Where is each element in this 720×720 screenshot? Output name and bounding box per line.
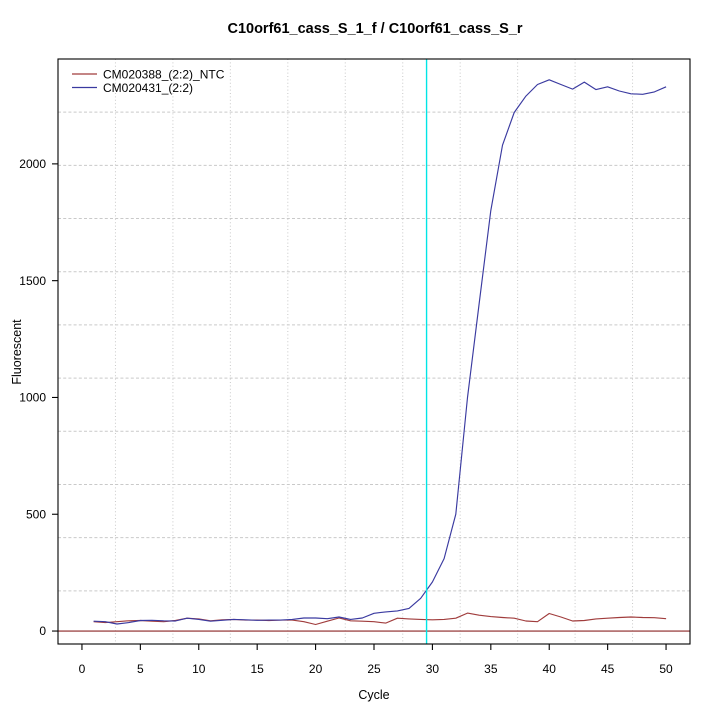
plot-border <box>57 58 691 645</box>
legend: CM020388_(2:2)_NTC CM020431_(2:2) <box>72 68 225 95</box>
y-tick-label: 500 <box>26 507 46 521</box>
x-tick-label: 5 <box>137 662 144 676</box>
x-axis-label: Cycle <box>358 688 389 702</box>
legend-label-sample: CM020431_(2:2) <box>103 81 193 95</box>
x-tick-label: 15 <box>250 662 264 676</box>
x-tick-label: 20 <box>309 662 323 676</box>
x-tick-label: 0 <box>79 662 86 676</box>
chart-title: C10orf61_cass_S_1_f / C10orf61_cass_S_r <box>227 21 522 37</box>
grid <box>58 59 690 644</box>
y-tick-label: 0 <box>39 624 46 638</box>
x-tick-label: 35 <box>484 662 498 676</box>
series-lines <box>93 79 667 626</box>
x-tick-label: 50 <box>659 662 673 676</box>
x-tick-label: 40 <box>543 662 557 676</box>
series-line-CM020431_(2:2) <box>93 79 667 625</box>
y-axis-label: Fluorescent <box>10 319 24 385</box>
legend-label-ntc: CM020388_(2:2)_NTC <box>103 68 225 82</box>
x-tick-label: 45 <box>601 662 615 676</box>
x-tick-label: 25 <box>367 662 381 676</box>
y-tick-label: 1000 <box>19 391 46 405</box>
y-tick-label: 1500 <box>19 274 46 288</box>
x-tick-label: 10 <box>192 662 206 676</box>
series-line-CM020388_(2:2)_NTC <box>93 612 667 626</box>
x-tick-label: 30 <box>426 662 440 676</box>
y-tick-label: 2000 <box>19 157 46 171</box>
